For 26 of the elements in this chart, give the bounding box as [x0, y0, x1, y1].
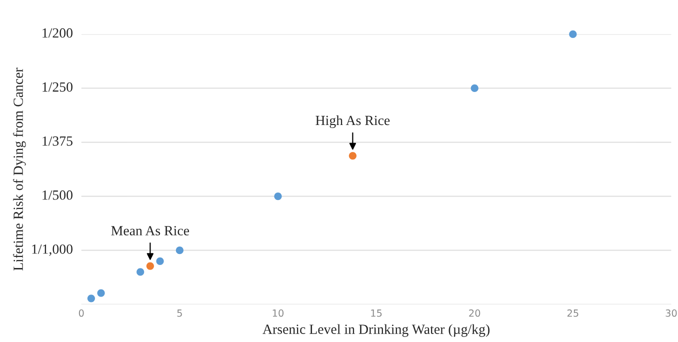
text: 1/250 — [42, 82, 72, 92]
point — [470, 84, 478, 92]
point — [87, 294, 95, 302]
point — [176, 246, 184, 254]
point — [569, 30, 577, 38]
point — [146, 262, 154, 270]
text: 1/1,000 — [32, 244, 72, 256]
x-tick-label: 30 — [666, 309, 677, 317]
annotation: Mean As Rice — [111, 226, 190, 236]
text: 1/200 — [42, 28, 72, 38]
x-tick-label: 0 — [78, 309, 84, 317]
x-tick-label: 20 — [469, 309, 480, 317]
x-tick-label: 5 — [177, 310, 182, 317]
x-tick-label: 25 — [567, 309, 578, 317]
y-axis-title: Lifetime Risk of Dying from Cancer — [13, 68, 26, 271]
point — [97, 289, 105, 297]
x-tick-label: 15 — [371, 310, 382, 317]
point — [136, 268, 144, 276]
text: 1/375 — [42, 136, 72, 146]
point — [274, 192, 282, 200]
x-tick-label: 10 — [272, 309, 284, 317]
point — [348, 152, 356, 160]
annotation: High As Rice — [316, 115, 390, 128]
text: 1/500 — [42, 190, 72, 200]
x-axis-title: Arsenic Level in Drinking Water (µg/kg) — [262, 324, 490, 337]
point — [156, 257, 164, 265]
